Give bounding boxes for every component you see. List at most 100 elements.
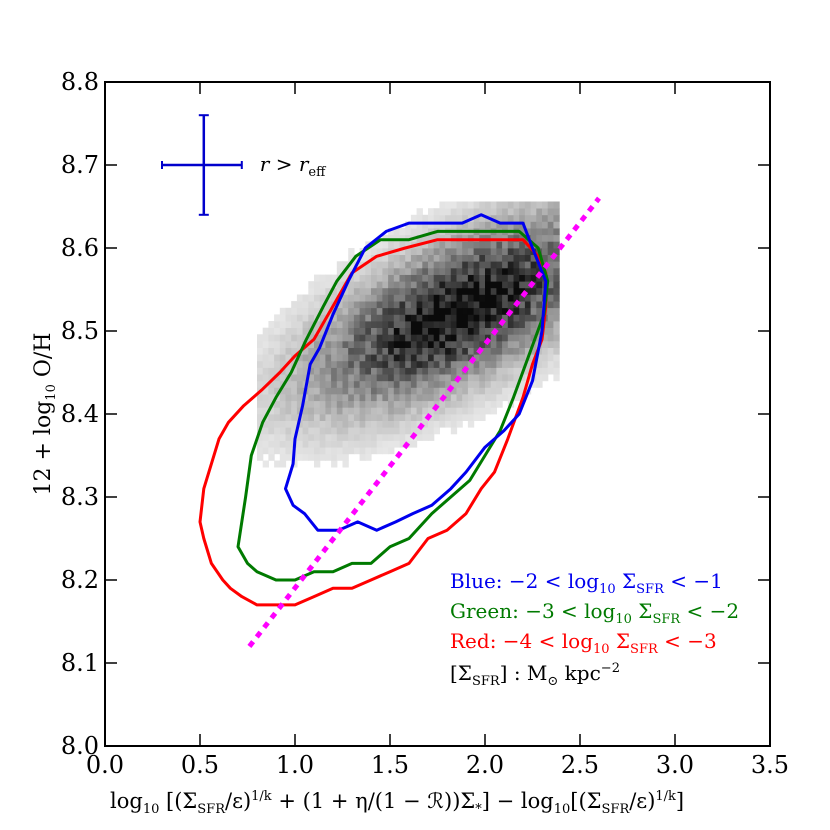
density-cell (547, 254, 554, 262)
density-cell (524, 254, 532, 262)
density-cell (291, 407, 298, 415)
density-cell (393, 294, 401, 302)
density-cell (410, 360, 418, 368)
density-cell (462, 254, 469, 262)
density-cell (445, 394, 452, 402)
density-cell (547, 267, 554, 275)
density-cell (502, 354, 509, 362)
density-cell (456, 407, 463, 415)
y-tick-label: 8.7 (61, 151, 99, 179)
density-cell (456, 321, 463, 328)
density-cell (359, 254, 366, 262)
density-cell (439, 281, 446, 289)
density-cell (473, 321, 480, 328)
density-cell (342, 360, 349, 368)
density-cell (416, 380, 423, 388)
density-cell (274, 321, 281, 328)
density-cell (331, 420, 338, 428)
density-cell (456, 281, 463, 289)
density-cell (274, 314, 281, 322)
density-cell (490, 354, 497, 362)
density-cell (524, 201, 532, 209)
density-cell (422, 214, 429, 222)
x-tick-label: 2.0 (466, 751, 504, 779)
density-cell (376, 274, 383, 282)
density-cell (485, 307, 492, 315)
density-cell (462, 307, 469, 315)
density-cell (353, 347, 361, 355)
density-cell (274, 420, 281, 428)
density-cell (450, 347, 458, 355)
density-cell (416, 254, 423, 262)
density-cell (410, 261, 418, 269)
density-cell (268, 321, 275, 328)
density-cell (473, 394, 480, 402)
density-cell (257, 374, 264, 382)
density-cell (467, 307, 475, 315)
density-cell (439, 414, 446, 421)
density-cell (319, 427, 326, 435)
density-cell (319, 380, 326, 388)
density-cell (485, 261, 492, 269)
density-cell (325, 440, 332, 448)
density-cell (507, 394, 515, 402)
density-cell (542, 228, 549, 236)
density-cell (467, 314, 475, 322)
density-cell (422, 387, 429, 395)
density-cell (473, 294, 480, 302)
density-cell (376, 360, 383, 368)
density-cell (502, 267, 509, 275)
density-cell (405, 367, 412, 375)
density-cell (519, 254, 526, 262)
density-cell (450, 287, 458, 295)
density-cell (331, 407, 338, 415)
x-tick-label: 1.5 (371, 751, 409, 779)
density-cell (279, 400, 287, 408)
density-cell (456, 301, 463, 309)
density-cell (314, 321, 321, 328)
density-cell (485, 287, 492, 295)
density-cell (314, 440, 321, 448)
density-cell (393, 440, 401, 448)
density-cell (536, 327, 543, 335)
density-cell (365, 254, 372, 262)
density-cell (439, 274, 446, 282)
density-cell (314, 380, 321, 388)
density-cell (393, 427, 401, 435)
density-cell (490, 407, 497, 415)
density-cell (359, 301, 366, 309)
density-cell (268, 334, 275, 342)
density-cell (513, 380, 520, 388)
density-cell (382, 301, 389, 309)
density-cell (433, 394, 440, 402)
density-cell (325, 453, 332, 461)
density-cell (388, 274, 395, 282)
density-cell (422, 420, 429, 428)
density-cell (416, 281, 423, 289)
density-cell (308, 347, 315, 355)
density-cell (336, 407, 344, 415)
density-cell (428, 360, 435, 368)
density-cell (467, 261, 475, 269)
density-cell (279, 453, 287, 461)
density-cell (371, 267, 378, 275)
density-cell (524, 221, 532, 229)
density-cell (410, 380, 418, 388)
density-cell (279, 433, 287, 441)
density-cell (428, 387, 435, 395)
density-cell (507, 354, 515, 362)
density-cell (502, 248, 509, 255)
density-cell (410, 334, 418, 342)
density-cell (353, 321, 361, 328)
density-cell (450, 321, 458, 328)
density-cell (296, 327, 304, 335)
density-cell (399, 314, 406, 322)
density-cell (331, 400, 338, 408)
density-cell (428, 327, 435, 335)
density-cell (399, 427, 406, 435)
density-cell (433, 354, 440, 362)
density-cell (257, 354, 264, 362)
density-cell (428, 248, 435, 255)
density-cell (365, 400, 372, 408)
density-cell (302, 447, 309, 455)
